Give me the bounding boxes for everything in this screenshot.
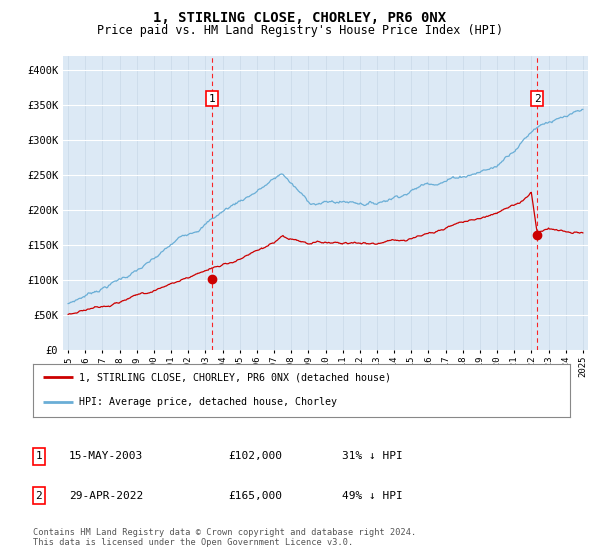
Text: 2: 2 — [533, 94, 541, 104]
Text: Price paid vs. HM Land Registry's House Price Index (HPI): Price paid vs. HM Land Registry's House … — [97, 24, 503, 36]
Text: HPI: Average price, detached house, Chorley: HPI: Average price, detached house, Chor… — [79, 397, 337, 407]
Text: 31% ↓ HPI: 31% ↓ HPI — [342, 451, 403, 461]
Text: 2: 2 — [35, 491, 43, 501]
Text: 15-MAY-2003: 15-MAY-2003 — [69, 451, 143, 461]
Text: 1, STIRLING CLOSE, CHORLEY, PR6 0NX: 1, STIRLING CLOSE, CHORLEY, PR6 0NX — [154, 11, 446, 25]
Text: £102,000: £102,000 — [228, 451, 282, 461]
Text: 29-APR-2022: 29-APR-2022 — [69, 491, 143, 501]
Text: Contains HM Land Registry data © Crown copyright and database right 2024.
This d: Contains HM Land Registry data © Crown c… — [33, 528, 416, 547]
Text: 1: 1 — [35, 451, 43, 461]
Text: 1: 1 — [208, 94, 215, 104]
Text: 49% ↓ HPI: 49% ↓ HPI — [342, 491, 403, 501]
Text: £165,000: £165,000 — [228, 491, 282, 501]
Text: 1, STIRLING CLOSE, CHORLEY, PR6 0NX (detached house): 1, STIRLING CLOSE, CHORLEY, PR6 0NX (det… — [79, 372, 391, 382]
